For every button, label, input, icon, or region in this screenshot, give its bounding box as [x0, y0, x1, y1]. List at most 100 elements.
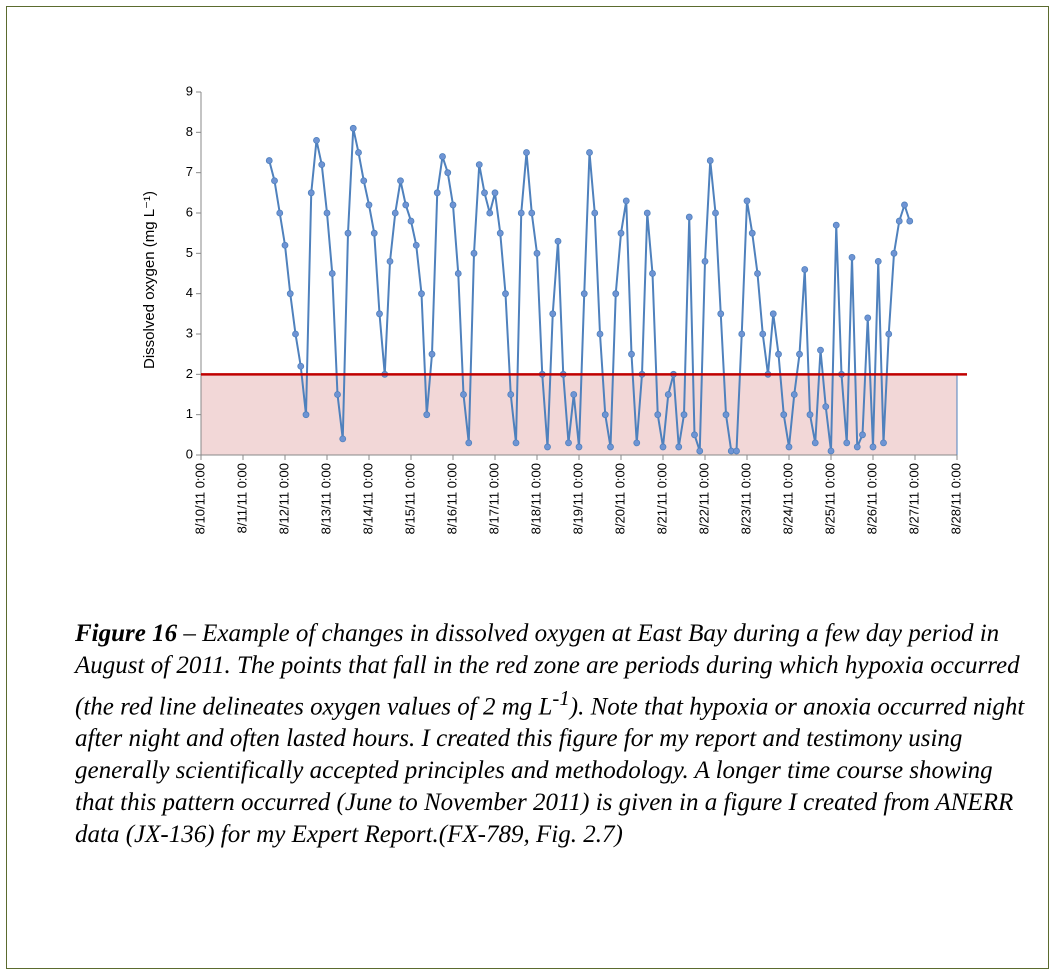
data-point [528, 209, 536, 217]
data-point [407, 217, 415, 225]
x-tick-label: 8/22/11 0:00 [696, 463, 711, 534]
data-point [570, 391, 578, 398]
data-point [507, 391, 515, 398]
y-tick-label: 9 [186, 83, 193, 98]
data-point [307, 189, 315, 197]
data-point [386, 257, 394, 265]
data-point [617, 229, 625, 237]
data-point [449, 201, 457, 209]
caption-label: Figure 16 [75, 620, 178, 647]
data-point [512, 439, 520, 447]
data-point [376, 310, 383, 318]
data-point [901, 201, 908, 209]
x-tick-label: 8/18/11 0:00 [528, 463, 543, 534]
data-point [880, 439, 887, 447]
data-point [748, 229, 756, 237]
data-point [486, 209, 494, 217]
x-tick-label: 8/11/11 0:00 [234, 463, 249, 533]
data-point [796, 350, 803, 358]
data-point [533, 249, 541, 257]
data-point [890, 249, 898, 257]
y-axis-label: Dissolved oxygen (mg L⁻¹) [141, 191, 158, 369]
data-point [554, 237, 562, 245]
x-tick-label: 8/10/11 0:00 [192, 463, 207, 534]
data-point [738, 330, 746, 338]
data-point [591, 209, 599, 217]
data-point [276, 209, 284, 217]
x-tick-label: 8/25/11 0:00 [822, 463, 837, 534]
x-tick-label: 8/20/11 0:00 [612, 463, 627, 534]
data-point [822, 403, 830, 411]
data-point [418, 290, 425, 298]
data-point [717, 310, 725, 318]
data-point [853, 443, 861, 451]
data-point [433, 189, 441, 197]
caption-sup: -1 [552, 686, 570, 710]
y-tick-label: 4 [186, 285, 193, 300]
data-point [302, 411, 310, 419]
data-point [785, 443, 793, 451]
data-point [622, 197, 630, 205]
data-point [722, 411, 730, 419]
data-point [370, 229, 378, 237]
data-point [465, 439, 473, 447]
data-point [712, 209, 719, 217]
data-point [643, 209, 651, 217]
data-point [596, 330, 604, 338]
data-point [360, 177, 368, 185]
data-point [633, 439, 641, 447]
data-point [334, 391, 341, 398]
data-point [864, 314, 872, 322]
data-point [496, 229, 504, 237]
x-tick-label: 8/28/11 0:00 [948, 463, 963, 534]
x-tick-label: 8/19/11 0:00 [570, 463, 585, 534]
data-point [733, 447, 740, 455]
data-point [349, 124, 357, 132]
data-point [654, 411, 662, 419]
data-point [743, 197, 751, 205]
data-point [428, 350, 436, 358]
data-point [869, 443, 877, 451]
data-point [612, 290, 620, 298]
caption: Figure 16 – Example of changes in dissol… [75, 618, 1035, 851]
data-point [691, 431, 698, 439]
x-tick-label: 8/26/11 0:00 [864, 463, 879, 534]
data-point [402, 201, 410, 209]
data-point [544, 443, 551, 451]
data-point [607, 443, 614, 451]
data-point [754, 270, 761, 277]
data-point [685, 213, 693, 221]
data-point [397, 177, 404, 185]
data-point [775, 350, 782, 358]
data-point [580, 290, 588, 298]
x-tick-label: 8/13/11 0:00 [318, 463, 333, 534]
data-point [601, 411, 609, 419]
data-point [271, 177, 278, 185]
data-point [649, 270, 656, 277]
data-point [817, 346, 824, 354]
y-tick-label: 5 [186, 245, 193, 260]
data-point [439, 153, 446, 160]
data-point [575, 443, 583, 451]
data-point [664, 391, 672, 398]
data-point [265, 157, 273, 164]
data-point [696, 447, 704, 455]
data-point [885, 330, 893, 338]
data-point [780, 411, 788, 419]
x-tick-label: 8/27/11 0:00 [906, 463, 921, 534]
x-tick-label: 8/12/11 0:00 [276, 463, 291, 534]
data-point [344, 229, 352, 237]
data-point [549, 310, 557, 318]
data-point [281, 241, 289, 249]
data-point [412, 241, 420, 249]
data-point [318, 161, 326, 169]
y-tick-label: 6 [186, 204, 193, 219]
x-tick-label: 8/14/11 0:00 [360, 463, 375, 534]
data-point [565, 439, 572, 447]
y-tick-label: 3 [186, 325, 193, 340]
data-point [355, 149, 362, 156]
data-point [491, 189, 499, 197]
data-point [586, 149, 593, 156]
data-point [365, 201, 373, 209]
data-point [859, 431, 866, 439]
